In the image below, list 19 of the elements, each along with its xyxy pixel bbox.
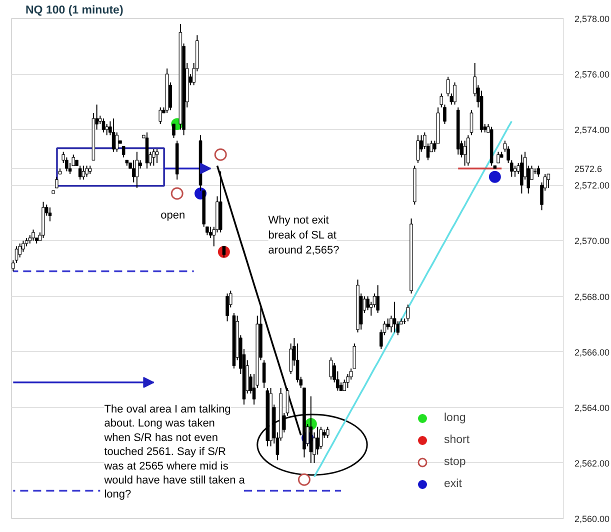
y-tick-label: 2,574.00 xyxy=(574,125,610,136)
y-tick-label: 2,568.00 xyxy=(574,292,610,302)
legend-label: stop xyxy=(444,455,466,470)
y-tick-label: 2,576.00 xyxy=(574,70,610,80)
legend-label: exit xyxy=(444,477,463,492)
y-tick-label: 2,572.00 xyxy=(574,180,610,191)
annotation: open xyxy=(160,210,186,222)
chart-title: NQ 100 (1 minute) xyxy=(26,4,124,16)
legend-label: short xyxy=(444,433,470,448)
y-tick-label: 2572.6 xyxy=(574,164,602,174)
y-tick-label: 2,560.00 xyxy=(574,514,610,524)
y-tick-label: 2,570.00 xyxy=(574,236,610,246)
y-tick-label: 2,578.00 xyxy=(574,14,610,24)
y-tick-label: 2,562.00 xyxy=(574,458,610,468)
y-tick-label: 2,564.00 xyxy=(574,402,610,413)
annotation: The oval area I am talking about. Long was taken when S/R has not even touched 2561. Say if S/R was at 2565 where mid is would have have still taken a long? xyxy=(103,404,246,501)
annotation: Why not exit break of SL at around 2,565? xyxy=(268,214,340,256)
y-tick-label: 2,566.00 xyxy=(574,347,610,358)
legend-label: long xyxy=(444,411,466,426)
